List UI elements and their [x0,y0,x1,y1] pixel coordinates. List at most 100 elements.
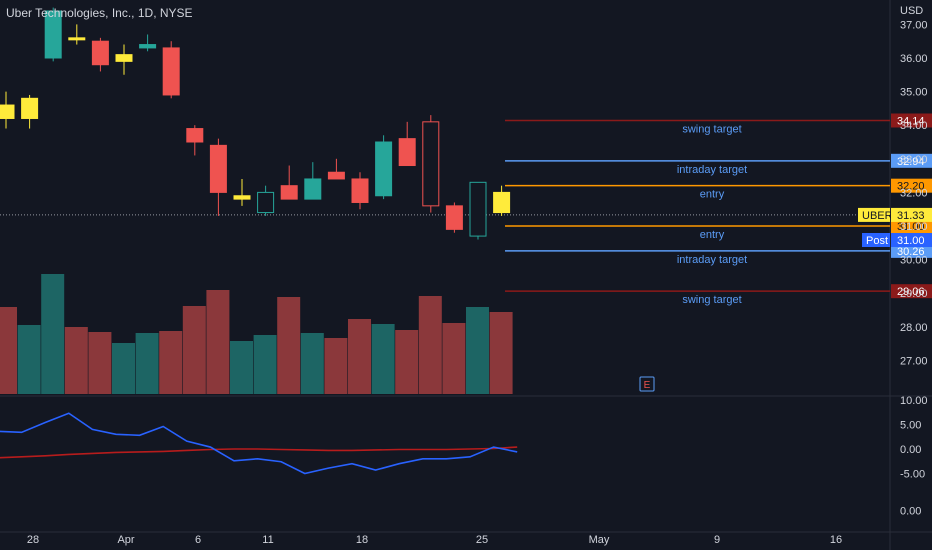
candle-body[interactable] [68,37,86,41]
time-axis-label: 16 [830,534,842,546]
volume-bar [300,333,324,394]
volume-bar [88,332,112,394]
post-market-tag [862,233,890,247]
level-caption: intraday target [677,254,747,266]
volume-bar [442,323,466,394]
currency-label: USD [900,5,924,17]
volume-bar [324,338,348,394]
candle-body[interactable] [233,195,251,200]
level-caption: swing target [682,123,741,135]
volume-bar [230,341,253,394]
time-axis-label: 11 [262,534,273,546]
chart-title: Uber Technologies, Inc., 1D, NYSE [6,6,193,20]
level-caption: entry [700,229,725,241]
candle-body[interactable] [186,128,204,143]
post-market-price-label: 31.00 [897,235,925,247]
price-tick-label: 30.00 [900,255,928,267]
symbol-tag [858,207,890,222]
price-tick-label: 33.00 [900,154,928,166]
current-price-label: 31.33 [897,210,925,222]
candle-body[interactable] [493,191,511,214]
price-tick-label: 31.00 [900,221,928,233]
candle-body[interactable] [327,171,345,180]
volume-bar [159,331,183,394]
candle-body[interactable] [280,185,298,200]
candle-body[interactable] [21,97,39,119]
level-price-tag [891,219,932,233]
candle-body[interactable] [0,104,15,119]
candle-body[interactable] [304,178,322,200]
oscillator-tick-label: 0.00 [900,505,921,517]
post-market-label: Post [866,235,888,247]
earnings-event-marker[interactable] [639,376,655,392]
level-price-label: 32.20 [897,181,925,193]
level-price-tag [891,153,932,168]
oscillator-main-line [0,412,518,475]
level-price-tag [891,284,932,299]
candle-body[interactable] [91,40,109,66]
level-price-tag [891,178,932,193]
oscillator-tick-label: 5.00 [900,420,921,432]
candle-body[interactable] [209,144,227,193]
level-caption: swing target [682,294,741,306]
candle-body[interactable] [445,205,463,230]
volume-bar [112,343,135,394]
level-caption: intraday target [677,164,747,176]
candle-body[interactable] [422,121,440,207]
volume-bar [64,327,88,394]
current-price-tag [891,207,932,222]
time-axis-label: 25 [476,534,488,546]
volume-bar [418,296,442,394]
candle-body[interactable] [139,44,157,49]
level-price-label: 32.94 [897,156,925,168]
volume-bar [277,297,301,394]
candle-body[interactable] [351,178,369,203]
level-price-label: 30.26 [897,246,925,258]
candle-body[interactable] [44,10,62,59]
level-price-tag [891,243,932,258]
level-price-tag [891,113,932,128]
candle-body[interactable] [375,141,393,197]
oscillator-tick-label: -5.00 [900,469,925,481]
candle-body[interactable] [257,191,275,214]
oscillator-tick-label: 0.00 [900,444,921,456]
price-tick-label: 28.00 [900,322,928,334]
price-tick-label: 36.00 [900,53,928,65]
price-tick-label: 29.00 [900,288,928,300]
time-axis-label: 9 [714,534,720,546]
volume-bar [182,306,206,394]
symbol-tag-label: UBER [862,210,893,222]
time-axis-label: 6 [195,534,201,546]
post-market-price-tag [891,233,932,247]
price-tick-label: 27.00 [900,355,928,367]
candle-body[interactable] [162,47,180,96]
volume-bar [135,333,159,394]
time-axis-label: May [589,534,610,546]
price-tick-label: 34.00 [900,120,928,132]
candle-body[interactable] [398,138,416,167]
level-price-label: 31.00 [897,221,925,233]
volume-bar [0,307,17,394]
volume-bar [466,307,489,394]
earnings-event-letter: E [644,380,651,391]
time-axis-label: 28 [27,534,39,546]
candle-body[interactable] [469,181,487,237]
volume-bar [206,290,230,394]
volume-bar [348,319,371,394]
volume-bar [17,325,41,394]
price-tick-label: 35.00 [900,87,928,99]
oscillator-tick-label: 10.00 [900,395,928,407]
time-axis-label: 18 [356,534,368,546]
volume-bar [41,274,65,394]
oscillator-signal-line [0,446,518,459]
level-price-label: 29.06 [897,286,925,298]
price-tick-label: 37.00 [900,19,928,31]
volume-bar [395,330,419,394]
candle-body[interactable] [115,54,133,62]
volume-bar [489,312,513,394]
level-price-label: 34.14 [897,115,925,127]
time-axis-label: Apr [117,534,134,546]
volume-bar [253,335,277,394]
